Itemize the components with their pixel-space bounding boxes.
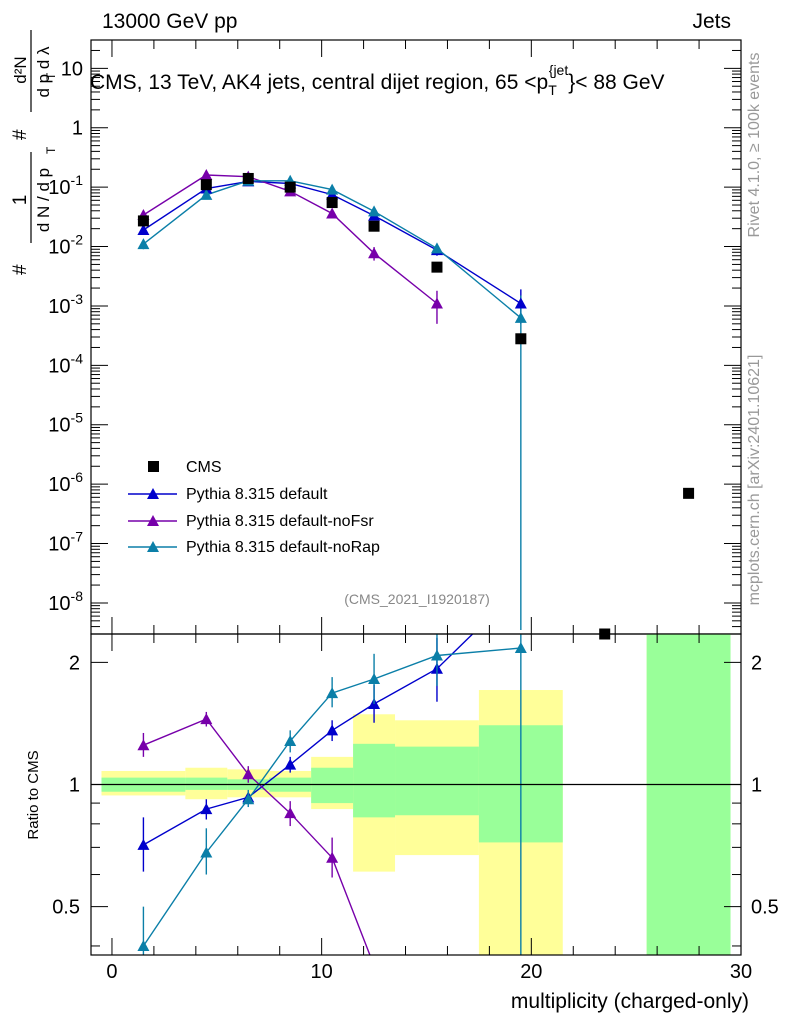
x-tick-label: 30: [730, 961, 752, 983]
ratio-line-nofsr: [143, 718, 371, 955]
ratio-y-tick-label-right: 2: [751, 652, 762, 674]
legend-label-default: Pythia 8.315 default: [186, 486, 328, 503]
ratio-marker-norap: [200, 846, 213, 858]
ratio-y-tick-label-left: 1: [69, 775, 80, 797]
legend-marker-cms: [148, 461, 159, 472]
main-y-tick-label: 10-2: [48, 232, 83, 259]
ratio-marker-nofsr: [326, 851, 339, 863]
main-y-tick-label: 10-3: [48, 291, 83, 318]
ratio-marker-nofsr: [200, 713, 213, 725]
main-marker-norap: [326, 183, 339, 195]
ratio-band-stat: [353, 743, 396, 818]
main-marker-nofsr: [368, 247, 381, 259]
ratio-band-stat: [311, 767, 354, 804]
ratio-marker-norap: [514, 642, 527, 654]
main-plot-title: CMS, 13 TeV, AK4 jets, central dijet reg…: [90, 62, 665, 98]
reference-label: (CMS_2021_I1920187): [344, 591, 490, 607]
data-point-cms: [683, 487, 695, 499]
ratio-y-tick-label-left: 0.5: [52, 897, 80, 919]
side-label-mcplots: mcplots.cern.ch [arXiv:2401.10621]: [746, 355, 763, 606]
ratio-marker-norap: [368, 673, 381, 685]
ratio-marker-norap: [326, 687, 339, 699]
data-point-cms: [368, 220, 380, 232]
ratio-band-stat: [185, 777, 228, 790]
main-y-tick-label: 10-4: [48, 350, 83, 377]
ratio-y-tick-label-left: 2: [69, 652, 80, 674]
ratio-marker-default: [200, 803, 213, 815]
main-line-default: [143, 180, 522, 305]
legend: CMS Pythia 8.315 default Pythia 8.315 de…: [128, 459, 380, 556]
legend-marker-nofsr: [147, 515, 159, 526]
ratio-marker-nofsr: [284, 807, 297, 819]
legend-marker-default: [147, 488, 159, 499]
ratio-band-stat: [395, 746, 479, 816]
x-axis-label: multiplicity (charged-only): [511, 990, 749, 1013]
ratio-marker-norap: [284, 735, 297, 747]
ratio-band-stat: [646, 634, 731, 955]
legend-label-norap: Pythia 8.315 default-noRap: [186, 539, 380, 556]
main-marker-norap: [430, 242, 443, 254]
x-tick-label: 0: [106, 961, 117, 983]
main-y-tick-label: 10-1: [48, 172, 83, 199]
svg-text:d N / d p: d N / d p: [34, 168, 53, 232]
ratio-y-tick-label-right: 0.5: [751, 897, 779, 919]
legend-label-nofsr: Pythia 8.315 default-noFsr: [186, 513, 374, 530]
data-point-cms: [137, 215, 149, 227]
svg-text:d p d λ: d p d λ: [34, 46, 53, 98]
data-point-cms: [326, 197, 338, 209]
ratio-marker-default: [326, 724, 339, 736]
ratio-marker-norap: [137, 939, 150, 951]
legend-label-cms: CMS: [186, 459, 222, 476]
main-marker-norap: [200, 188, 213, 200]
main-marker-nofsr: [430, 297, 443, 309]
ratio-y-tick-label-right: 1: [751, 775, 762, 797]
svg-text:T: T: [44, 146, 58, 154]
main-y-tick-label: 10-6: [48, 469, 83, 496]
main-panel: 10-8 10-7 10-6 10-5 10-4 10-3 10-2 10-1 1 10: [48, 39, 742, 640]
svg-text:#: #: [10, 129, 31, 140]
x-tick-label: 20: [520, 961, 542, 983]
ratio-plot-frame: [90, 633, 742, 956]
svg-text:#: #: [10, 264, 31, 275]
data-point-cms: [284, 181, 296, 193]
legend-marker-norap: [147, 541, 159, 552]
ratio-marker-norap: [242, 793, 255, 805]
data-point-cms: [242, 172, 254, 184]
main-y-tick-label: 10-5: [48, 410, 83, 437]
data-point-cms: [515, 333, 527, 345]
header-right-label: Jets: [692, 10, 731, 33]
main-y-tick-label: 10: [61, 58, 83, 80]
svg-text:1: 1: [10, 195, 31, 206]
ratio-marker-norap: [430, 649, 443, 661]
x-tick-label: 10: [311, 961, 333, 983]
ratio-marker-default: [284, 758, 297, 770]
main-y-tick-label: 10-8: [48, 588, 83, 615]
svg-text:d²N: d²N: [11, 56, 30, 83]
main-marker-norap: [514, 311, 527, 323]
main-y-axis-label: # 1 d N / d p T # d²N d p d λ T: [10, 30, 58, 275]
data-point-cms: [200, 179, 212, 191]
main-marker-default: [514, 297, 527, 309]
main-marker-norap: [137, 238, 150, 250]
ratio-marker-nofsr: [242, 768, 255, 780]
svg-text:T: T: [44, 72, 58, 80]
main-line-norap: [142, 180, 522, 319]
header-left-label: 13000 GeV pp: [102, 10, 237, 33]
side-label-rivet: Rivet 4.1.0, ≥ 100k events: [746, 53, 763, 238]
ratio-line-norap: [142, 647, 521, 947]
main-marker-nofsr: [200, 169, 213, 181]
main-y-tick-label: 1: [72, 118, 83, 140]
main-marker-norap: [368, 205, 381, 217]
ratio-marker-nofsr: [137, 739, 150, 751]
ratio-panel: 0.5 0.51 12 20 10 20 30: [52, 633, 779, 983]
ratio-y-axis-label: Ratio to CMS: [25, 750, 42, 839]
main-y-tick-label: 10-7: [48, 529, 83, 556]
ratio-marker-default: [137, 838, 150, 850]
ratio-line-default: [143, 634, 474, 846]
data-point-cms: [431, 261, 443, 273]
main-marker-default: [137, 223, 150, 235]
main-marker-nofsr: [326, 207, 339, 219]
